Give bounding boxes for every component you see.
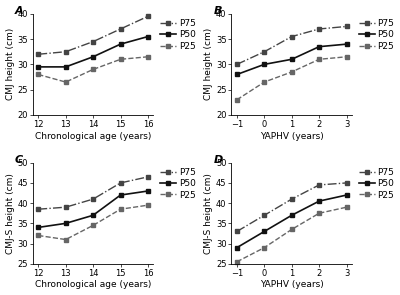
P25 [344, 205, 349, 209]
Y-axis label: CMJ-S height (cm): CMJ-S height (cm) [204, 173, 213, 254]
P50 [36, 65, 41, 69]
P75 [289, 197, 294, 201]
P75 [289, 35, 294, 38]
P50 [63, 222, 68, 225]
P50 [234, 73, 239, 76]
P50 [344, 42, 349, 46]
P75 [317, 27, 322, 31]
P25 [36, 234, 41, 237]
P75 [118, 181, 123, 185]
P25 [146, 203, 150, 207]
P75 [234, 63, 239, 66]
P25 [91, 224, 96, 227]
Line: P25: P25 [234, 54, 349, 102]
Line: P25: P25 [36, 54, 150, 84]
P75 [118, 27, 123, 31]
P50 [344, 193, 349, 197]
P75 [317, 183, 322, 187]
Line: P50: P50 [234, 42, 349, 77]
P50 [118, 42, 123, 46]
P50 [91, 55, 96, 58]
Text: A: A [15, 6, 23, 16]
P25 [344, 55, 349, 58]
P75 [234, 230, 239, 233]
P50 [317, 199, 322, 203]
Text: C: C [15, 155, 23, 165]
Line: P25: P25 [36, 203, 150, 242]
X-axis label: Chronological age (years): Chronological age (years) [35, 132, 151, 140]
P25 [289, 70, 294, 74]
P75 [262, 214, 267, 217]
P50 [63, 65, 68, 69]
P50 [289, 58, 294, 61]
Line: P75: P75 [234, 181, 349, 234]
P50 [36, 226, 41, 229]
Legend: P75, P50, P25: P75, P50, P25 [358, 167, 395, 201]
P75 [36, 53, 41, 56]
P25 [63, 238, 68, 241]
Line: P50: P50 [36, 189, 150, 230]
X-axis label: YAPHV (years): YAPHV (years) [260, 132, 324, 140]
Y-axis label: CMJ height (cm): CMJ height (cm) [6, 28, 14, 101]
P75 [146, 175, 150, 179]
P25 [118, 58, 123, 61]
P75 [91, 197, 96, 201]
P25 [36, 73, 41, 76]
Line: P75: P75 [36, 14, 150, 57]
P75 [344, 181, 349, 185]
X-axis label: YAPHV (years): YAPHV (years) [260, 281, 324, 289]
P50 [146, 35, 150, 38]
Legend: P75, P50, P25: P75, P50, P25 [358, 18, 395, 52]
P50 [234, 246, 239, 249]
P50 [91, 214, 96, 217]
Line: P50: P50 [36, 34, 150, 69]
P75 [262, 50, 267, 53]
Line: P50: P50 [234, 193, 349, 250]
Text: D: D [213, 155, 222, 165]
Line: P75: P75 [36, 174, 150, 212]
P75 [63, 205, 68, 209]
P25 [118, 207, 123, 211]
P25 [234, 260, 239, 263]
P75 [146, 14, 150, 18]
Legend: P75, P50, P25: P75, P50, P25 [159, 167, 197, 201]
P25 [234, 98, 239, 101]
P25 [317, 58, 322, 61]
P50 [146, 189, 150, 193]
Text: B: B [213, 6, 222, 16]
P75 [36, 207, 41, 211]
P25 [63, 80, 68, 84]
P75 [344, 25, 349, 28]
P75 [91, 40, 96, 43]
Line: P75: P75 [234, 24, 349, 67]
P75 [63, 50, 68, 53]
Line: P25: P25 [234, 205, 349, 264]
P25 [317, 212, 322, 215]
P50 [262, 230, 267, 233]
Legend: P75, P50, P25: P75, P50, P25 [159, 18, 197, 52]
P50 [317, 45, 322, 48]
P50 [262, 63, 267, 66]
P25 [91, 68, 96, 71]
P25 [146, 55, 150, 58]
X-axis label: Chronological age (years): Chronological age (years) [35, 281, 151, 289]
P25 [262, 246, 267, 249]
Y-axis label: CMJ-S height (cm): CMJ-S height (cm) [6, 173, 14, 254]
P25 [262, 80, 267, 84]
P50 [118, 193, 123, 197]
Y-axis label: CMJ height (cm): CMJ height (cm) [204, 28, 213, 101]
P50 [289, 214, 294, 217]
P25 [289, 228, 294, 231]
